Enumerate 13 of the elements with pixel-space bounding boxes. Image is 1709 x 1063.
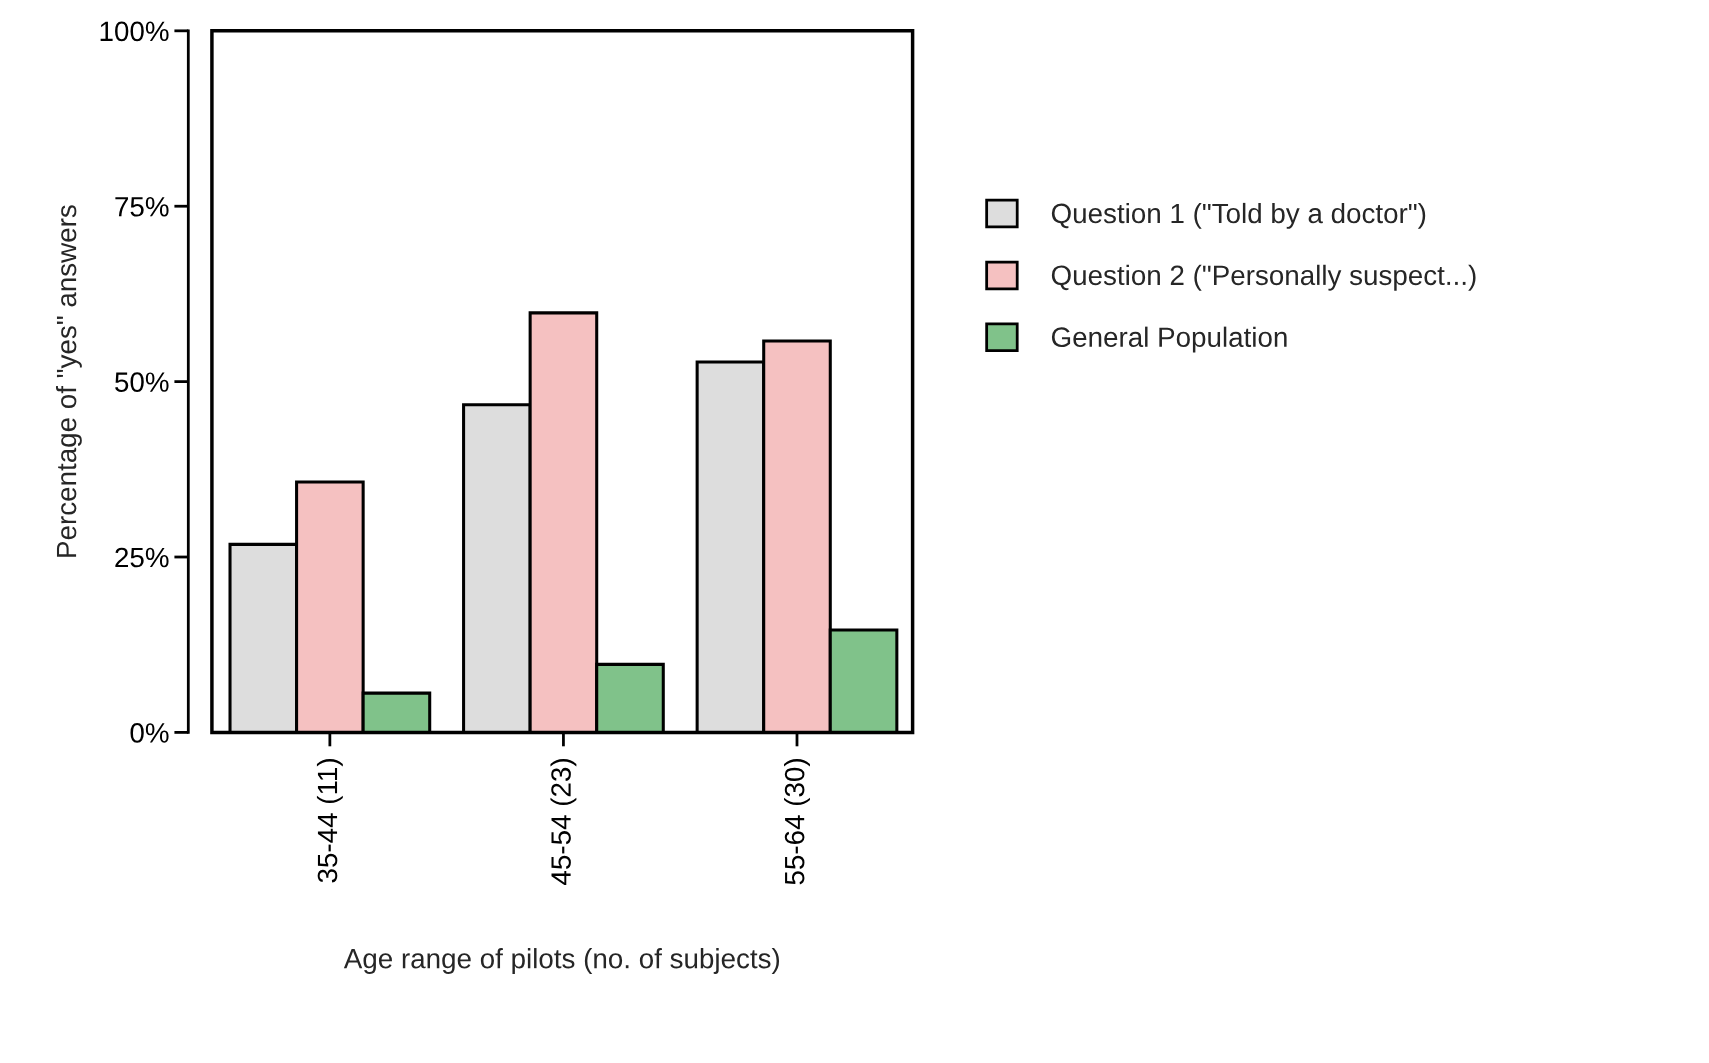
y-tick-label: 25% — [115, 547, 169, 568]
legend-label: Question 1 ("Told by a doctor") — [1051, 202, 1426, 229]
y-tick-label: 50% — [115, 372, 169, 392]
y-tick-label: 100% — [100, 21, 169, 42]
x-tick-label: 55-64 (30) — [784, 759, 810, 885]
x-tick-label: 45-54 (23) — [550, 759, 577, 885]
x-tick-label: 35-44 (11) — [316, 759, 343, 883]
legend-label: Question 2 ("Personally suspect...) — [1051, 264, 1476, 291]
legend-label: General Population — [1051, 326, 1287, 353]
y-axis-title: Percentage of "yes" answers — [55, 205, 82, 557]
x-axis-title: Age range of pilots (no. of subjects) — [343, 948, 780, 974]
y-tick-label: 0% — [130, 723, 169, 743]
y-tick-label: 75% — [115, 197, 169, 217]
